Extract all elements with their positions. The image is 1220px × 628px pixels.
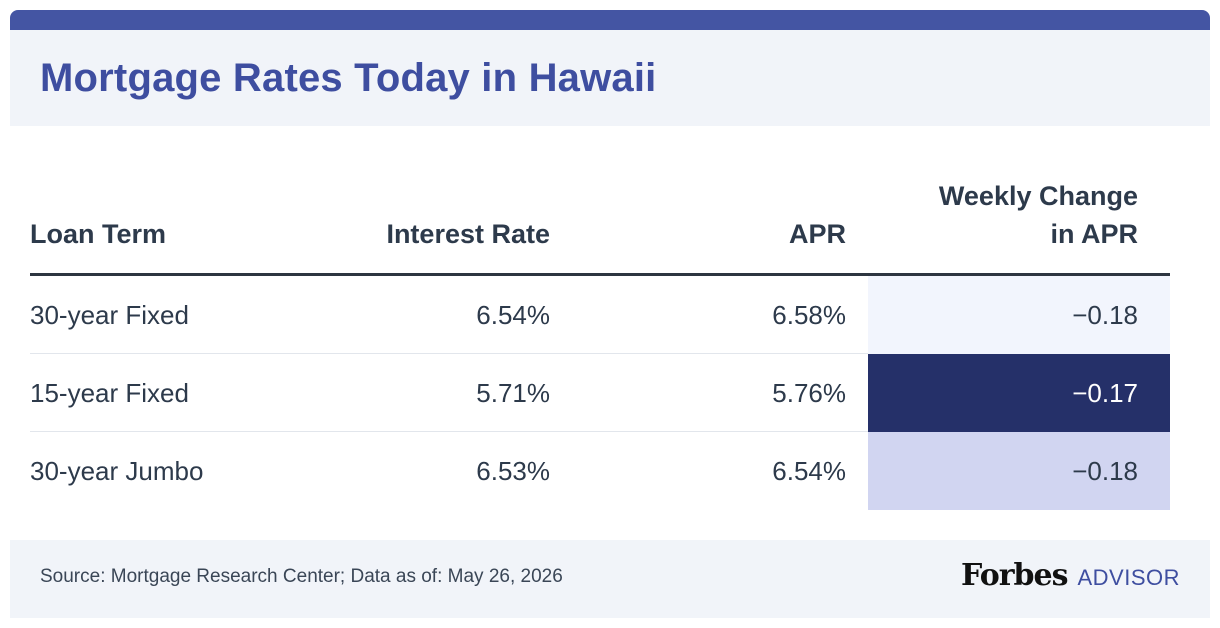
cell-apr: 6.54% xyxy=(772,456,846,486)
column-header-apr: APR xyxy=(788,219,846,249)
column-header-interest-rate: Interest Rate xyxy=(386,219,550,249)
table-header: Loan Term Interest Rate APR Weekly Chang… xyxy=(30,180,1170,276)
table-body: 30-year Fixed 6.54% 6.58% −0.18 15-year Fixe… xyxy=(30,276,1170,510)
cell-loan-term: 30-year Fixed xyxy=(30,300,189,330)
cell-weekly-change: −0.18 xyxy=(868,276,1170,354)
table-row: 30-year Jumbo 6.53% 6.54% −0.18 xyxy=(30,432,1170,510)
cell-apr: 6.58% xyxy=(772,300,846,330)
cell-interest-rate: 6.54% xyxy=(476,300,550,330)
cell-weekly-change: −0.17 xyxy=(868,354,1170,432)
header: Mortgage Rates Today in Hawaii xyxy=(10,30,1210,126)
column-header-loan-term: Loan Term xyxy=(30,219,167,249)
page-title: Mortgage Rates Today in Hawaii xyxy=(40,56,657,100)
accent-bar xyxy=(10,10,1210,30)
table-row: 30-year Fixed 6.54% 6.58% −0.18 xyxy=(30,276,1170,354)
cell-interest-rate: 5.71% xyxy=(476,378,550,408)
cell-apr: 5.76% xyxy=(772,378,846,408)
column-header-weekly-change-line-1: Weekly Change xyxy=(938,181,1138,211)
rates-table: Loan Term Interest Rate APR Weekly Chang… xyxy=(30,180,1170,510)
cell-loan-term: 30-year Jumbo xyxy=(30,456,204,486)
cell-weekly-change: −0.18 xyxy=(868,432,1170,510)
rates-card: Mortgage Rates Today in Hawaii xyxy=(10,10,1210,618)
cell-interest-rate: 6.53% xyxy=(476,456,550,486)
column-header-weekly-change: Weekly Change in APR xyxy=(939,177,1138,253)
cell-loan-term: 15-year Fixed xyxy=(30,378,189,408)
column-header-weekly-change-line-2: in APR xyxy=(1050,219,1139,249)
table-row: 15-year Fixed 5.71% 5.76% −0.17 xyxy=(30,354,1170,432)
